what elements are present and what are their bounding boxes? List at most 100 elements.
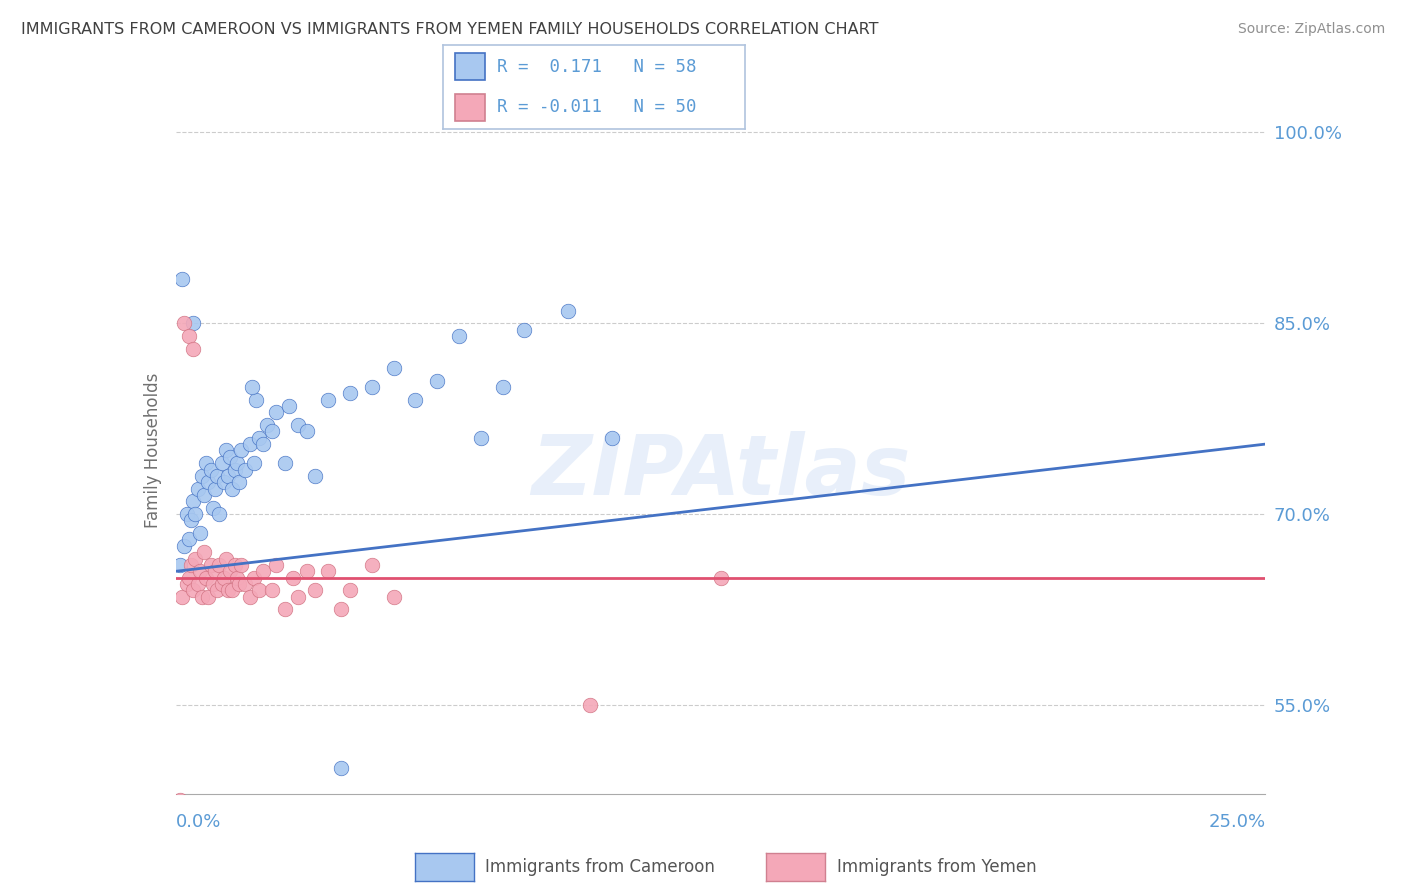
Point: [283, 571, 305, 585]
Point: [447, 329, 470, 343]
Point: [256, 417, 278, 432]
Point: [264, 558, 287, 572]
Point: [295, 425, 318, 439]
Point: [205, 469, 228, 483]
Point: [181, 316, 204, 330]
Point: [208, 507, 231, 521]
Point: [318, 564, 340, 578]
Point: [225, 571, 247, 585]
Point: [579, 698, 602, 712]
Point: [184, 551, 207, 566]
Point: [176, 507, 198, 521]
Point: [177, 533, 200, 547]
Point: [330, 761, 353, 775]
Point: [177, 571, 200, 585]
Point: [470, 431, 492, 445]
Point: [197, 590, 219, 604]
Point: [200, 558, 222, 572]
Point: [177, 329, 200, 343]
Point: [201, 500, 224, 515]
Point: [330, 602, 353, 616]
Point: [184, 507, 207, 521]
Point: [215, 443, 238, 458]
Point: [169, 793, 191, 807]
Point: [169, 558, 191, 572]
Point: [228, 577, 250, 591]
Point: [197, 475, 219, 490]
Point: [212, 475, 235, 490]
Point: [382, 590, 405, 604]
Text: 25.0%: 25.0%: [1208, 813, 1265, 831]
Point: [180, 558, 202, 572]
Point: [492, 380, 515, 394]
Point: [186, 577, 209, 591]
Point: [318, 392, 340, 407]
Point: [264, 405, 287, 419]
Point: [176, 577, 198, 591]
Point: [361, 380, 384, 394]
Point: [195, 456, 218, 470]
Point: [260, 583, 283, 598]
Point: [172, 590, 194, 604]
Point: [193, 488, 215, 502]
Point: [205, 583, 228, 598]
Point: [260, 425, 283, 439]
Point: [243, 571, 266, 585]
Text: IMMIGRANTS FROM CAMEROON VS IMMIGRANTS FROM YEMEN FAMILY HOUSEHOLDS CORRELATION : IMMIGRANTS FROM CAMEROON VS IMMIGRANTS F…: [21, 22, 879, 37]
Text: Immigrants from Yemen: Immigrants from Yemen: [837, 858, 1036, 876]
Point: [193, 545, 215, 559]
Point: [240, 380, 263, 394]
Point: [235, 577, 257, 591]
Point: [247, 431, 270, 445]
Text: Immigrants from Cameroon: Immigrants from Cameroon: [485, 858, 714, 876]
Point: [224, 462, 246, 476]
Point: [201, 577, 224, 591]
Text: R =  0.171   N = 58: R = 0.171 N = 58: [498, 58, 697, 76]
Point: [231, 558, 253, 572]
Point: [247, 583, 270, 598]
Point: [188, 526, 211, 541]
Text: Source: ZipAtlas.com: Source: ZipAtlas.com: [1237, 22, 1385, 37]
Point: [219, 450, 242, 464]
Point: [180, 513, 202, 527]
Point: [208, 558, 231, 572]
Point: [188, 564, 211, 578]
Point: [239, 590, 262, 604]
Point: [405, 392, 427, 407]
Point: [217, 583, 239, 598]
Point: [243, 456, 266, 470]
Point: [239, 437, 262, 451]
Point: [173, 316, 195, 330]
Point: [221, 482, 243, 496]
Point: [557, 303, 579, 318]
Point: [173, 539, 195, 553]
Point: [186, 482, 209, 496]
Point: [287, 417, 309, 432]
Point: [225, 456, 247, 470]
Point: [211, 577, 233, 591]
Point: [204, 482, 226, 496]
Point: [710, 571, 733, 585]
Point: [252, 437, 274, 451]
Point: [215, 551, 238, 566]
Text: 0.0%: 0.0%: [176, 813, 221, 831]
Point: [212, 571, 235, 585]
Point: [224, 558, 246, 572]
Point: [600, 431, 623, 445]
Point: [172, 271, 194, 285]
Point: [339, 583, 361, 598]
Point: [221, 583, 243, 598]
Point: [339, 386, 361, 401]
Point: [304, 583, 326, 598]
Point: [426, 374, 449, 388]
Point: [195, 571, 218, 585]
Point: [181, 342, 204, 356]
Point: [191, 590, 214, 604]
Point: [252, 564, 274, 578]
Y-axis label: Family Households: Family Households: [143, 373, 162, 528]
Point: [191, 469, 214, 483]
Point: [245, 392, 267, 407]
Point: [235, 462, 257, 476]
Point: [204, 564, 226, 578]
Point: [219, 564, 242, 578]
